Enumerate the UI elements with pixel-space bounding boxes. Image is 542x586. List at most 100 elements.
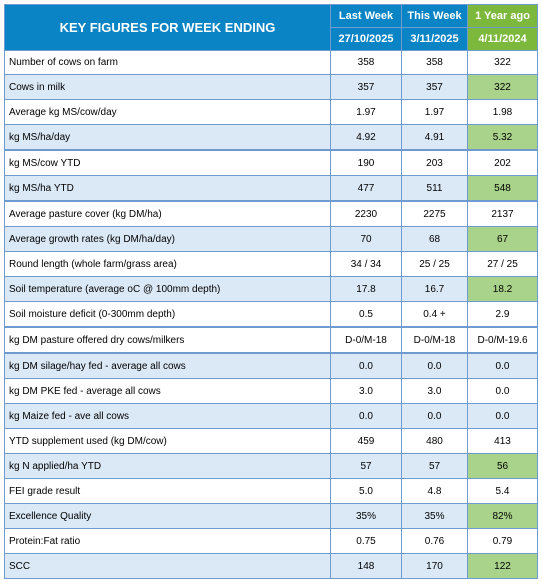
value-last-week: 459 (330, 428, 402, 454)
table-body: Number of cows on farm 358 358 322 Cows in m… (4, 50, 538, 579)
value-this-week: 0.4 + (401, 301, 468, 328)
table-row: kg DM PKE fed - average all cows 3.0 3.0 0.… (4, 378, 538, 404)
value-this-week: 0.0 (401, 403, 468, 429)
value-year-ago: 5.32 (467, 124, 538, 151)
table-row: Average kg MS/cow/day 1.97 1.97 1.98 (4, 99, 538, 125)
date-year-ago: 4/11/2024 (467, 27, 538, 51)
value-last-week: 3.0 (330, 378, 402, 404)
value-year-ago: 1.98 (467, 99, 538, 125)
value-year-ago: 202 (467, 149, 538, 176)
value-year-ago: 0.79 (467, 528, 538, 554)
key-figures-table-wrapper: KEY FIGURES FOR WEEK ENDING Last Week Th… (4, 4, 538, 580)
value-this-week: 480 (401, 428, 468, 454)
value-this-week: 357 (401, 74, 468, 100)
value-year-ago: 2.9 (467, 301, 538, 328)
row-label: kg DM PKE fed - average all cows (4, 378, 331, 404)
value-last-week: 70 (330, 226, 402, 252)
value-last-week: 190 (330, 149, 402, 176)
value-this-week: 170 (401, 553, 468, 579)
table-row: kg Maize fed - ave all cows 0.0 0.0 0.0 (4, 403, 538, 429)
row-label: FEI grade result (4, 478, 331, 504)
value-last-week: 1.97 (330, 99, 402, 125)
value-this-week: 57 (401, 453, 468, 479)
table-row: kg DM silage/hay fed - average all cows 0… (4, 352, 538, 379)
row-label: Average pasture cover (kg DM/ha) (4, 200, 331, 227)
value-this-week: 16.7 (401, 276, 468, 302)
table-row: Soil temperature (average oC @ 100mm dep… (4, 276, 538, 302)
value-this-week: 25 / 25 (401, 251, 468, 277)
value-year-ago: 413 (467, 428, 538, 454)
column-header-this-week: This Week (401, 4, 468, 28)
value-this-week: 4.91 (401, 124, 468, 151)
value-year-ago: 548 (467, 175, 538, 202)
table-row: kg MS/ha/day 4.92 4.91 5.32 (4, 124, 538, 151)
value-this-week: 0.0 (401, 352, 468, 379)
row-label: Protein:Fat ratio (4, 528, 331, 554)
row-label: Round length (whole farm/grass area) (4, 251, 331, 277)
row-label: Number of cows on farm (4, 50, 331, 75)
row-label: Average growth rates (kg DM/ha/day) (4, 226, 331, 252)
row-label: kg N applied/ha YTD (4, 453, 331, 479)
table-row: Excellence Quality 35% 35% 82% (4, 503, 538, 529)
value-year-ago: 122 (467, 553, 538, 579)
row-label: kg DM pasture offered dry cows/milkers (4, 326, 331, 354)
row-label: kg Maize fed - ave all cows (4, 403, 331, 429)
value-last-week: D-0/M-18 (330, 326, 402, 354)
value-last-week: 34 / 34 (330, 251, 402, 277)
value-last-week: 35% (330, 503, 402, 529)
value-last-week: 357 (330, 74, 402, 100)
table-row: kg MS/cow YTD 190 203 202 (4, 149, 538, 176)
value-last-week: 148 (330, 553, 402, 579)
value-year-ago: 322 (467, 50, 538, 75)
table-row: Protein:Fat ratio 0.75 0.76 0.79 (4, 528, 538, 554)
row-label: kg MS/ha/day (4, 124, 331, 151)
row-label: Average kg MS/cow/day (4, 99, 331, 125)
value-last-week: 0.75 (330, 528, 402, 554)
value-year-ago: 5.4 (467, 478, 538, 504)
value-year-ago: 0.0 (467, 378, 538, 404)
value-year-ago: 27 / 25 (467, 251, 538, 277)
value-year-ago: 18.2 (467, 276, 538, 302)
table-row: kg DM pasture offered dry cows/milkers D-… (4, 326, 538, 354)
value-year-ago: 322 (467, 74, 538, 100)
value-last-week: 477 (330, 175, 402, 202)
table-row: SCC 148 170 122 (4, 553, 538, 579)
table-row: Cows in milk 357 357 322 (4, 74, 538, 100)
value-this-week: 0.76 (401, 528, 468, 554)
value-last-week: 2230 (330, 200, 402, 227)
table-row: YTD supplement used (kg DM/cow) 459 480 413 (4, 428, 538, 454)
row-label: Soil temperature (average oC @ 100mm dep… (4, 276, 331, 302)
table-row: Number of cows on farm 358 358 322 (4, 50, 538, 75)
value-year-ago: 0.0 (467, 403, 538, 429)
value-this-week: 511 (401, 175, 468, 202)
column-header-last-week: Last Week (330, 4, 402, 28)
value-last-week: 0.5 (330, 301, 402, 328)
value-this-week: D-0/M-18 (401, 326, 468, 354)
table-row: kg MS/ha YTD 477 511 548 (4, 175, 538, 202)
value-year-ago: 0.0 (467, 352, 538, 379)
row-label: SCC (4, 553, 331, 579)
value-this-week: 35% (401, 503, 468, 529)
value-year-ago: 2137 (467, 200, 538, 227)
value-year-ago: 82% (467, 503, 538, 529)
date-this-week: 3/11/2025 (401, 27, 468, 51)
row-label: Excellence Quality (4, 503, 331, 529)
value-this-week: 68 (401, 226, 468, 252)
value-last-week: 5.0 (330, 478, 402, 504)
value-year-ago: 56 (467, 453, 538, 479)
table-row: Average growth rates (kg DM/ha/day) 70 68 6… (4, 226, 538, 252)
value-last-week: 358 (330, 50, 402, 75)
value-this-week: 358 (401, 50, 468, 75)
value-last-week: 4.92 (330, 124, 402, 151)
table-row: Soil moisture deficit (0-300mm depth) 0.5… (4, 301, 538, 328)
value-last-week: 57 (330, 453, 402, 479)
value-last-week: 17.8 (330, 276, 402, 302)
column-header-year-ago: 1 Year ago (467, 4, 538, 28)
value-last-week: 0.0 (330, 403, 402, 429)
value-this-week: 4.8 (401, 478, 468, 504)
table-row: Average pasture cover (kg DM/ha) 2230 2275… (4, 200, 538, 227)
value-this-week: 3.0 (401, 378, 468, 404)
date-last-week: 27/10/2025 (330, 27, 402, 51)
row-label: Cows in milk (4, 74, 331, 100)
value-last-week: 0.0 (330, 352, 402, 379)
